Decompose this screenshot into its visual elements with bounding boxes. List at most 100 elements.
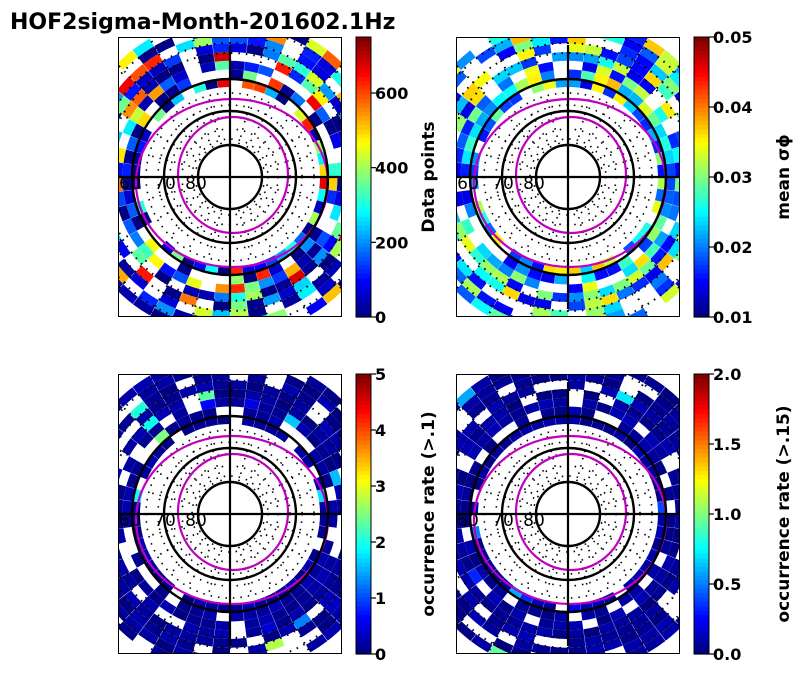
heatmap-cell [551,52,568,62]
heatmap-cell [444,145,456,162]
heatmap-cell [295,253,313,270]
colorbar-segment [356,465,371,471]
ring-label-60: 60 [457,174,479,194]
heatmap-cell [262,629,282,644]
heatmap-cell [568,300,586,311]
heatmap-cell [92,123,106,143]
dotted-spoke [238,209,254,261]
dotted-spoke [155,530,201,558]
heatmap-cell [461,82,480,101]
heatmap-cell [633,590,651,607]
heatmap-cell [300,237,316,253]
colorbar-segment [694,172,709,178]
heatmap-cell [653,230,669,248]
heatmap-cell [137,383,159,401]
heatmap-cell [138,290,159,308]
heatmap-cell [456,402,461,413]
colorbar-segment [694,487,709,493]
colorbar-segment [694,155,709,161]
colorbar-segment [694,45,709,51]
heatmap-cell [214,629,230,639]
heatmap-cell [150,374,172,384]
heatmap-cell [212,380,230,391]
heatmap-cell [635,620,655,638]
heatmap-cell [106,192,118,209]
heatmap-cell [306,579,323,596]
dotted-spoke [493,133,539,161]
heatmap-cell [639,559,654,574]
heatmap-cell [159,630,179,646]
heatmap-cell [129,608,149,628]
colorbar-segment [356,137,371,143]
colorbar-segment [356,487,371,493]
heatmap-cell [169,91,185,106]
colorbar-segment [356,387,371,393]
heatmap-cell [121,101,138,119]
colorbar-segment [694,41,709,47]
heatmap-cell [518,255,534,269]
dotted-spoke [206,430,222,482]
heatmap-cell [244,398,260,411]
heatmap-cell [92,212,106,232]
heatmap-cell [212,637,230,648]
dotted-spoke [506,200,545,239]
heatmap-cell [708,553,723,575]
heatmap-cell [287,374,288,375]
colorbar-segment [356,260,371,266]
heatmap-cell [121,572,138,591]
heatmap-cell [230,655,249,665]
heatmap-cell [71,473,83,494]
colorbar-segment [694,627,709,633]
colorbar-segment [694,649,709,655]
colorbar-2: 0.01 0.02 0.03 0.04 0.05 mean σϕ [693,28,794,327]
heatmap-cell [683,161,693,177]
heatmap-cell [202,407,217,419]
heatmap-cell [609,69,626,84]
heatmap-cell [71,197,83,218]
heatmap-cell [151,107,167,123]
heatmap-cell [508,585,523,600]
heatmap-cell [639,222,654,237]
colorbar-segment [356,37,371,42]
heatmap-cell [333,483,342,500]
heatmap-cell [118,205,131,222]
dotted-spoke [484,185,536,201]
heatmap-cell [644,70,663,89]
colorbar-segment [694,444,709,449]
heatmap-cell [147,84,165,101]
heatmap-cell [456,602,468,621]
heatmap-cell [123,615,144,634]
heatmap-cell [132,375,155,395]
heatmap-cell [262,292,282,307]
heatmap-cell [322,620,342,641]
heatmap-cell [582,280,599,293]
heatmap-cell [660,437,677,456]
heatmap-cell [258,613,275,627]
heatmap-cell [626,269,645,286]
heatmap-cell [671,528,680,544]
heatmap-cell [650,247,668,266]
colorbar-segment [356,531,371,537]
heatmap-cell [621,76,639,92]
heatmap-cell [501,390,520,406]
dotted-spoke [591,537,630,576]
heatmap-cell [616,285,635,301]
colorbar-segment [356,518,371,524]
heatmap-cell [172,374,193,383]
heatmap-cell [315,443,331,461]
colorbar-segment [694,391,709,397]
heatmap-cell [123,486,135,502]
heatmap-cell [130,425,148,444]
heatmap-cell [634,53,655,71]
heatmap-cell [290,91,306,107]
colorbar-segment [694,251,709,257]
heatmap-cell [645,127,660,143]
heatmap-cell [118,147,127,163]
heatmap-cell [513,637,534,652]
colorbar-segment [356,194,371,200]
heatmap-cell [476,464,490,480]
heatmap-cell [628,428,644,444]
dotted-spoke [259,470,305,498]
heatmap-cell [292,398,312,415]
colorbar-segment [694,509,709,515]
